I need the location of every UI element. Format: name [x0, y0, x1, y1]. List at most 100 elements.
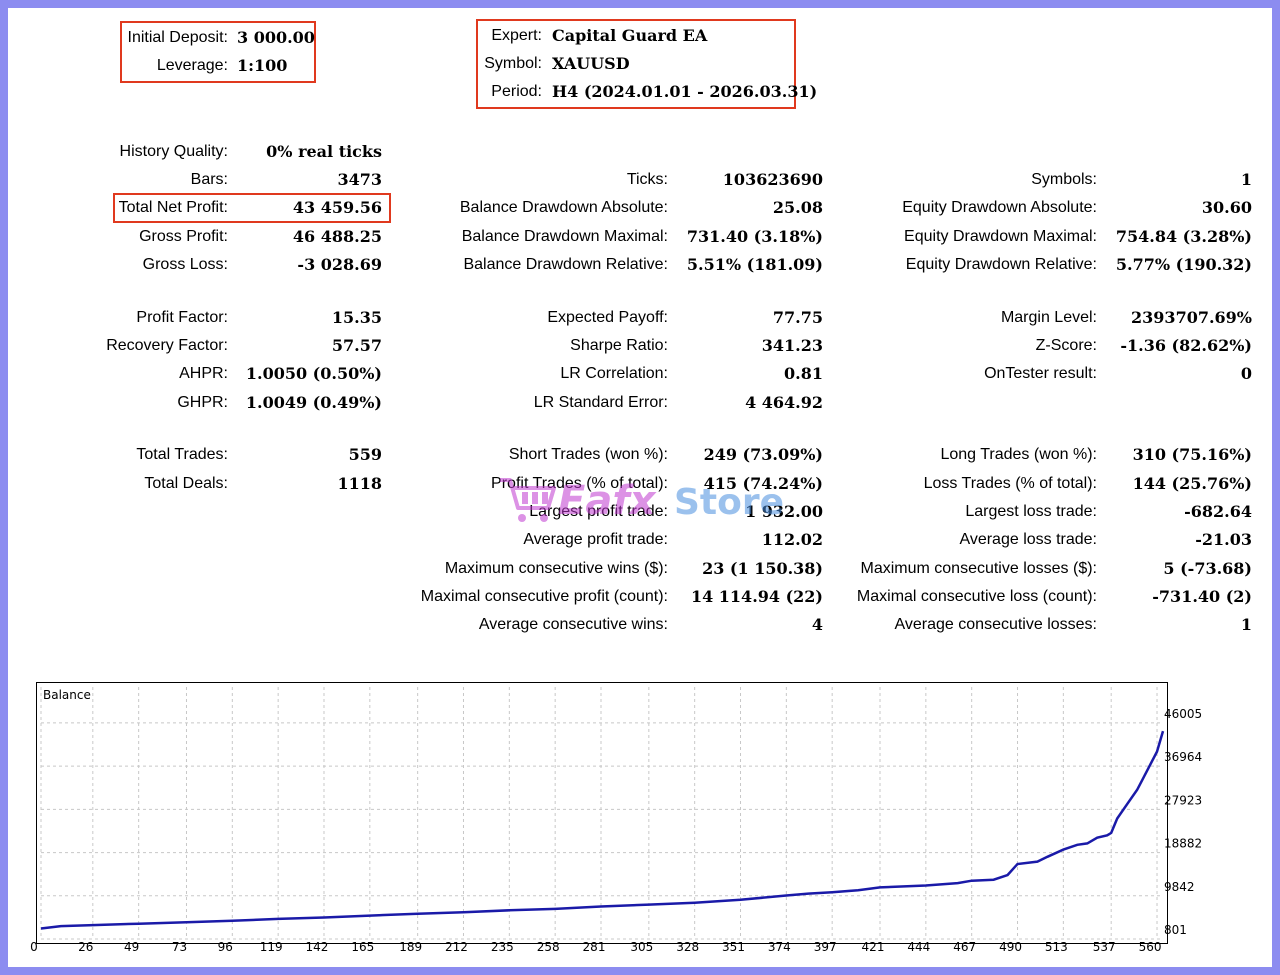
equity-dd-max-label: Equity Drawdown Maximal:: [904, 228, 1097, 245]
equity-dd-abs-value: 30.60: [1201, 198, 1252, 217]
balance-dd-max-label: Balance Drawdown Maximal:: [461, 228, 668, 245]
sharpe-ratio-value: 341.23: [761, 336, 823, 355]
lr-std-error-value: 4 464.92: [745, 393, 823, 412]
y-tick-label: 46005: [1164, 707, 1202, 721]
total-net-profit-label: Total Net Profit:: [118, 199, 228, 216]
period-value: H4 (2024.01.01 - 2026.03.31): [552, 82, 818, 101]
short-trades-value: 249 (73.09%): [703, 445, 823, 464]
gross-profit-label: Gross Profit:: [139, 228, 228, 245]
ticks-value: 103623690: [722, 170, 823, 189]
expert-box: [476, 19, 796, 109]
expert-label: Expert:: [491, 27, 542, 44]
balance-dd-abs-value: 25.08: [772, 198, 823, 217]
lr-correlation-label: LR Correlation:: [560, 365, 668, 382]
max-consec-losses-label: Maximum consecutive losses ($):: [860, 560, 1097, 577]
symbol-value: XAUUSD: [552, 54, 630, 73]
lr-correlation-value: 0.81: [784, 364, 823, 383]
expected-payoff-value: 77.75: [772, 308, 823, 327]
long-trades-label: Long Trades (won %):: [940, 446, 1097, 463]
history-quality-label: History Quality:: [119, 143, 228, 160]
total-trades-value: 559: [348, 445, 382, 464]
avg-consec-losses-label: Average consecutive losses:: [894, 616, 1097, 633]
series: [40, 730, 1165, 930]
gross-loss-value: -3 028.69: [297, 255, 382, 274]
leverage-value: 1:100: [237, 56, 288, 75]
lr-std-error-label: LR Standard Error:: [533, 394, 668, 411]
symbols-value: 1: [1240, 170, 1252, 189]
avg-consec-wins-label: Average consecutive wins:: [478, 616, 668, 633]
ghpr-label: GHPR:: [177, 394, 228, 411]
watermark-text-store: Store: [674, 482, 784, 523]
avg-consec-losses-value: 1: [1240, 615, 1252, 634]
ontester-value: 0: [1240, 364, 1252, 383]
cart-icon: [500, 478, 556, 522]
average-loss-label: Average loss trade:: [959, 531, 1097, 548]
margin-level-value: 2393707.69%: [1131, 308, 1252, 327]
balance-line: [40, 730, 1165, 930]
long-trades-value: 310 (75.16%): [1132, 445, 1252, 464]
maximal-consec-loss-label: Maximal consecutive loss (count):: [856, 588, 1097, 605]
recovery-factor-value: 57.57: [331, 336, 382, 355]
initial-deposit-label: Initial Deposit:: [127, 29, 229, 46]
largest-loss-label: Largest loss trade:: [965, 503, 1097, 520]
recovery-factor-label: Recovery Factor:: [106, 337, 228, 354]
balance-chart-svg: Balance: [40, 687, 1165, 940]
equity-dd-rel-value: 5.77% (190.32): [1115, 255, 1252, 274]
largest-profit-label: Largest profit trade:: [529, 503, 668, 520]
watermark-text-eafx: Eafx: [558, 478, 657, 524]
total-net-profit-value: 43 459.56: [292, 198, 382, 217]
loss-trades-label: Loss Trades (% of total):: [923, 475, 1097, 492]
history-quality-value: 0% real ticks: [266, 142, 382, 161]
max-consec-wins-value: 23 (1 150.38): [702, 559, 823, 578]
z-score-value: -1.36 (82.62%): [1120, 336, 1252, 355]
ahpr-value: 1.0050 (0.50%): [245, 364, 382, 383]
average-profit-value: 112.02: [761, 530, 823, 549]
equity-dd-abs-label: Equity Drawdown Absolute:: [902, 199, 1097, 216]
maximal-consec-loss-value: -731.40 (2): [1152, 587, 1252, 606]
largest-loss-value: -682.64: [1184, 502, 1252, 521]
average-loss-value: -21.03: [1195, 530, 1252, 549]
chart-title: Balance: [43, 688, 91, 702]
report-frame: Initial Deposit: 3 000.00 Leverage: 1:10…: [8, 8, 1272, 967]
loss-trades-value: 144 (25.76%): [1132, 474, 1252, 493]
max-consec-losses-value: 5 (-73.68): [1163, 559, 1252, 578]
symbol-label: Symbol:: [484, 55, 542, 72]
balance-chart: Balance: [36, 682, 1168, 944]
sharpe-ratio-label: Sharpe Ratio:: [570, 337, 668, 354]
total-trades-label: Total Trades:: [136, 446, 228, 463]
profit-factor-value: 15.35: [331, 308, 382, 327]
ticks-label: Ticks:: [626, 171, 668, 188]
initial-deposit-value: 3 000.00: [237, 28, 315, 47]
y-tick-label: 18882: [1164, 837, 1202, 851]
profit-factor-label: Profit Factor:: [136, 309, 228, 326]
ontester-label: OnTester result:: [984, 365, 1097, 382]
net-profit-box: [113, 193, 391, 223]
expert-value: Capital Guard EA: [552, 26, 708, 45]
bars-value: 3473: [337, 170, 382, 189]
eafx-store-watermark: Eafx Store: [500, 478, 784, 524]
account-box: [120, 21, 316, 83]
ghpr-value: 1.0049 (0.49%): [245, 393, 382, 412]
bars-label: Bars:: [190, 171, 228, 188]
largest-profit-value: 1 932.00: [745, 502, 823, 521]
grid: [40, 687, 1163, 940]
y-tick-label: 27923: [1164, 793, 1202, 807]
average-profit-label: Average profit trade:: [523, 531, 668, 548]
balance-dd-abs-label: Balance Drawdown Absolute:: [459, 199, 668, 216]
gross-profit-value: 46 488.25: [292, 227, 382, 246]
maximal-consec-profit-value: 14 114.94 (22): [690, 587, 823, 606]
balance-dd-max-value: 731.40 (3.18%): [686, 227, 823, 246]
balance-dd-rel-label: Balance Drawdown Relative:: [463, 256, 668, 273]
short-trades-label: Short Trades (won %):: [508, 446, 668, 463]
margin-level-label: Margin Level:: [1000, 309, 1097, 326]
total-deals-label: Total Deals:: [144, 475, 228, 492]
maximal-consec-profit-label: Maximal consecutive profit (count):: [420, 588, 668, 605]
ahpr-label: AHPR:: [179, 365, 228, 382]
max-consec-wins-label: Maximum consecutive wins ($):: [444, 560, 668, 577]
symbols-label: Symbols:: [1031, 171, 1097, 188]
avg-consec-wins-value: 4: [811, 615, 823, 634]
period-label: Period:: [491, 83, 542, 100]
y-tick-label: 36964: [1164, 750, 1202, 764]
profit-trades-value: 415 (74.24%): [703, 474, 823, 493]
